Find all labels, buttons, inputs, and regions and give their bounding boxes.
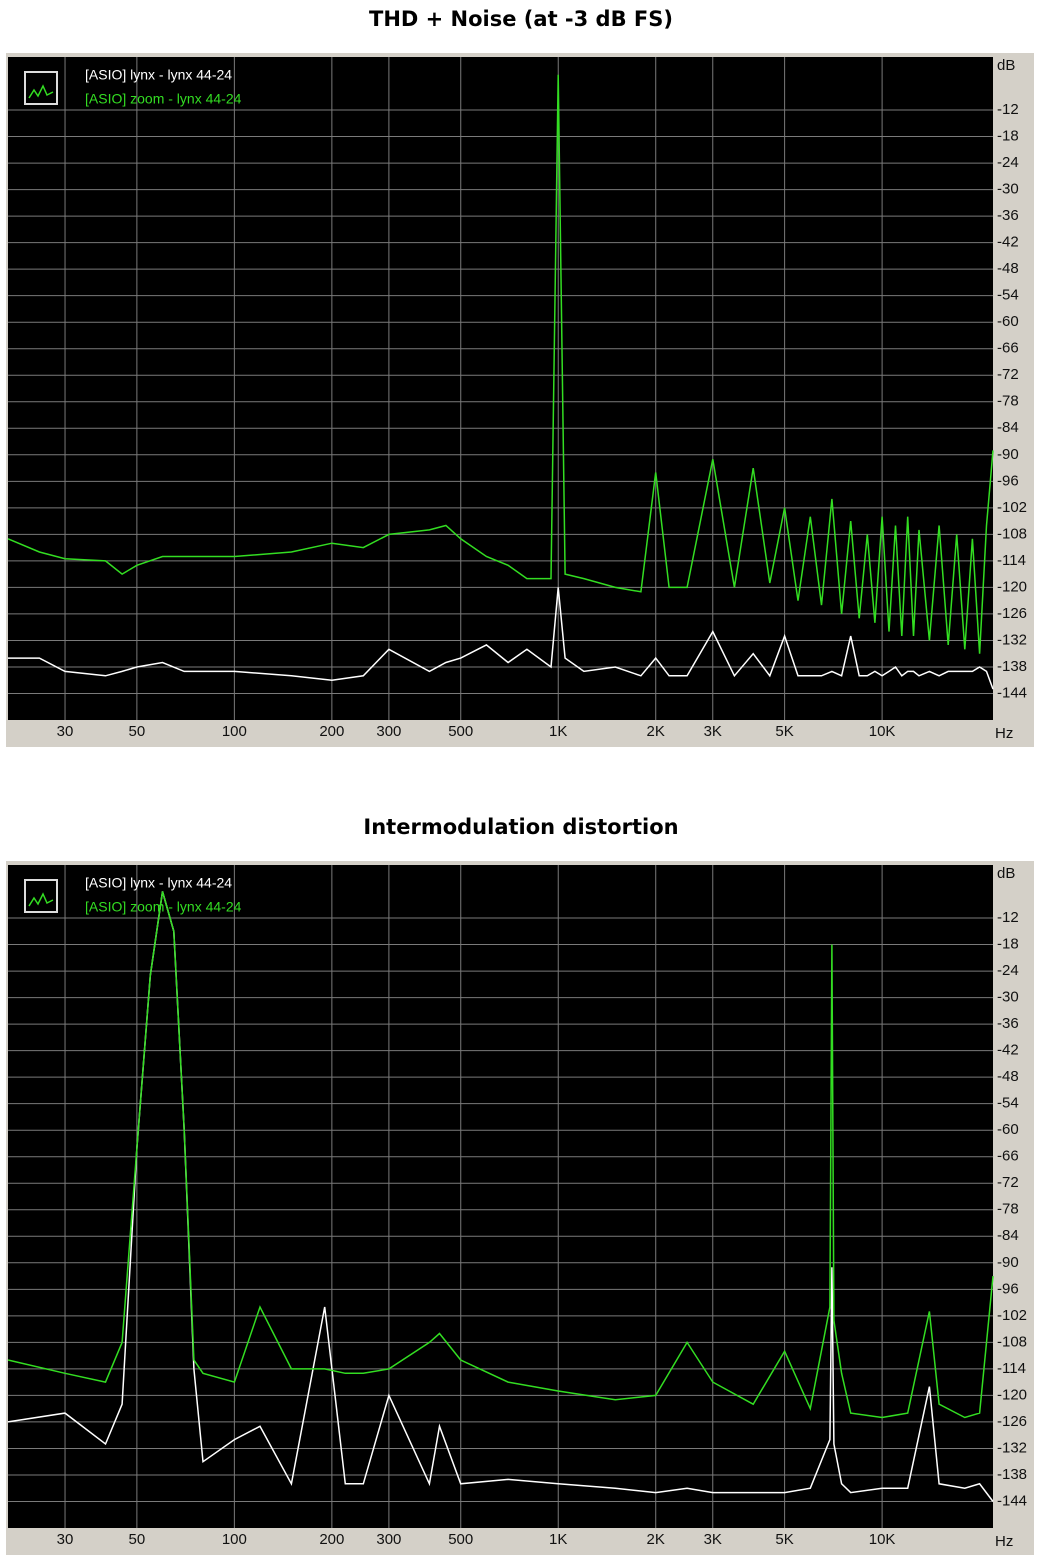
y-tick-label: -48 xyxy=(997,260,1019,277)
y-tick-label: -126 xyxy=(997,605,1027,622)
y-tick-label: -42 xyxy=(997,234,1019,251)
y-tick-label: -66 xyxy=(997,340,1019,357)
plot-area xyxy=(8,865,993,1528)
y-tick-label: -102 xyxy=(997,499,1027,516)
y-tick-label: -126 xyxy=(997,1413,1027,1430)
x-tick-label: 50 xyxy=(129,723,146,740)
y-tick-label: -36 xyxy=(997,207,1019,224)
x-tick-label: 1K xyxy=(549,1531,567,1548)
y-tick-label: -90 xyxy=(997,446,1019,463)
y-tick-label: -138 xyxy=(997,658,1027,675)
y-tick-label: -132 xyxy=(997,1439,1027,1456)
x-tick-label: 200 xyxy=(319,1531,344,1548)
x-tick-label: 300 xyxy=(376,723,401,740)
y-tick-label: -18 xyxy=(997,936,1019,953)
y-tick-label: -102 xyxy=(997,1307,1027,1324)
y-tick-label: -96 xyxy=(997,472,1019,489)
legend-entry: [ASIO] zoom - lynx 44-24 xyxy=(85,91,242,107)
series-line xyxy=(7,74,994,654)
y-tick-label: -138 xyxy=(997,1466,1027,1483)
y-tick-label: -108 xyxy=(997,1333,1027,1350)
series-line xyxy=(8,587,994,690)
y-tick-label: -60 xyxy=(997,1121,1019,1138)
x-tick-label: 500 xyxy=(448,723,473,740)
x-tick-label: 200 xyxy=(319,723,344,740)
x-tick-label: 1K xyxy=(549,723,567,740)
x-tick-label: 3K xyxy=(704,1531,722,1548)
legend-icon xyxy=(24,71,58,105)
y-tick-label: -12 xyxy=(997,101,1019,118)
y-tick-label: -42 xyxy=(997,1042,1019,1059)
y-tick-label: -84 xyxy=(997,419,1019,436)
legend-icon xyxy=(24,879,58,913)
y-tick-label: -54 xyxy=(997,1095,1019,1112)
y-tick-label: -72 xyxy=(997,366,1019,383)
y-tick-label: -108 xyxy=(997,525,1027,542)
legend-icon-trace xyxy=(28,84,54,99)
x-tick-label: 30 xyxy=(57,1531,74,1548)
y-tick-label: -120 xyxy=(997,1386,1027,1403)
y-tick-label: -24 xyxy=(997,962,1019,979)
y-tick-label: -144 xyxy=(997,684,1027,701)
x-tick-label: 100 xyxy=(222,1531,247,1548)
x-axis-unit: Hz xyxy=(995,725,1013,742)
legend-entry: [ASIO] lynx - lynx 44-24 xyxy=(85,875,232,891)
x-tick-label: 5K xyxy=(775,723,793,740)
legend-icon-trace xyxy=(28,892,54,907)
y-tick-label: -48 xyxy=(997,1068,1019,1085)
y-tick-label: -114 xyxy=(997,552,1026,569)
chart-title: Intermodulation distortion xyxy=(363,815,678,839)
x-tick-label: 2K xyxy=(647,1531,665,1548)
y-tick-label: -54 xyxy=(997,287,1019,304)
x-tick-label: 5K xyxy=(775,1531,793,1548)
y-tick-label: -24 xyxy=(997,154,1019,171)
x-axis-unit: Hz xyxy=(995,1533,1013,1550)
legend-entry: [ASIO] lynx - lynx 44-24 xyxy=(85,67,232,83)
y-tick-label: -72 xyxy=(997,1174,1019,1191)
y-tick-label: -90 xyxy=(997,1254,1019,1271)
x-tick-label: 50 xyxy=(129,1531,146,1548)
x-tick-label: 10K xyxy=(869,723,896,740)
x-tick-label: 500 xyxy=(448,1531,473,1548)
plot-area xyxy=(8,57,993,720)
y-tick-label: -132 xyxy=(997,631,1027,648)
chart-title: THD + Noise (at -3 dB FS) xyxy=(369,7,673,31)
x-tick-label: 100 xyxy=(222,723,247,740)
x-tick-label: 2K xyxy=(647,723,665,740)
y-tick-label: -78 xyxy=(997,1201,1019,1218)
y-axis-unit: dB xyxy=(997,865,1015,882)
y-tick-label: -96 xyxy=(997,1280,1019,1297)
y-tick-label: -12 xyxy=(997,909,1019,926)
series-line xyxy=(7,891,994,1419)
x-tick-label: 3K xyxy=(704,723,722,740)
x-tick-label: 10K xyxy=(869,1531,896,1548)
y-tick-label: -78 xyxy=(997,393,1019,410)
y-tick-label: -84 xyxy=(997,1227,1019,1244)
y-tick-label: -30 xyxy=(997,181,1019,198)
y-tick-label: -120 xyxy=(997,578,1027,595)
y-tick-label: -36 xyxy=(997,1015,1019,1032)
y-tick-label: -30 xyxy=(997,989,1019,1006)
x-tick-label: 300 xyxy=(376,1531,401,1548)
y-tick-label: -114 xyxy=(997,1360,1026,1377)
legend-entry: [ASIO] zoom - lynx 44-24 xyxy=(85,899,242,915)
y-tick-label: -60 xyxy=(997,313,1019,330)
y-tick-label: -144 xyxy=(997,1492,1027,1509)
y-tick-label: -66 xyxy=(997,1148,1019,1165)
y-axis-unit: dB xyxy=(997,57,1015,74)
x-tick-label: 30 xyxy=(57,723,74,740)
y-tick-label: -18 xyxy=(997,128,1019,145)
